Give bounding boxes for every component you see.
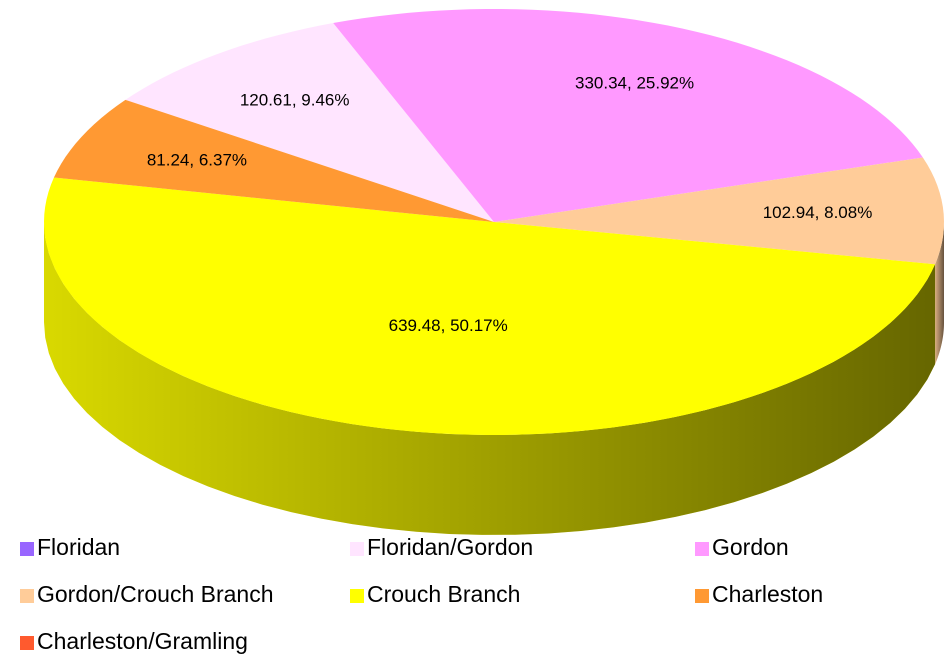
legend-label: Floridan/Gordon: [367, 534, 533, 560]
legend-item: Floridan/Gordon: [350, 534, 533, 560]
legend-label: Floridan: [37, 534, 120, 560]
data-label: 102.94, 8.08%: [763, 203, 873, 222]
pie-slice: [44, 177, 936, 435]
legend-swatch: [20, 636, 34, 650]
legend-item: Floridan: [20, 534, 120, 560]
pie-side: [44, 222, 936, 535]
data-label: 120.61, 9.46%: [240, 91, 350, 110]
pie-side-shade: [44, 222, 936, 535]
pie-slice: [125, 23, 494, 223]
legend-label: Charleston/Gramling: [37, 628, 248, 654]
legend-swatch: [695, 589, 709, 603]
pie-side: [935, 222, 944, 365]
data-label: 81.24, 6.37%: [147, 150, 247, 169]
legend-item: Gordon: [695, 534, 789, 560]
legend-item: Charleston: [695, 581, 823, 607]
legend-label: Gordon: [712, 534, 789, 560]
data-label: 330.34, 25.92%: [575, 73, 694, 92]
pie-sides: [44, 222, 944, 535]
legend-swatch: [20, 589, 34, 603]
pie-side-shade: [935, 222, 944, 365]
legend-swatch: [20, 542, 34, 556]
legend-label: Gordon/Crouch Branch: [37, 581, 274, 607]
legend-label: Crouch Branch: [367, 581, 520, 607]
data-label: 639.48, 50.17%: [389, 316, 508, 335]
pie-slice: [494, 157, 944, 265]
legend-item: Crouch Branch: [350, 581, 520, 607]
legend-label: Charleston: [712, 581, 823, 607]
legend-swatch: [695, 542, 709, 556]
pie-slice: [53, 99, 495, 222]
pie-slice: [333, 9, 923, 222]
legend-item: Gordon/Crouch Branch: [20, 581, 274, 607]
legend-item: Charleston/Gramling: [20, 628, 248, 654]
legend-swatch: [350, 589, 364, 603]
legend-swatch: [350, 542, 364, 556]
